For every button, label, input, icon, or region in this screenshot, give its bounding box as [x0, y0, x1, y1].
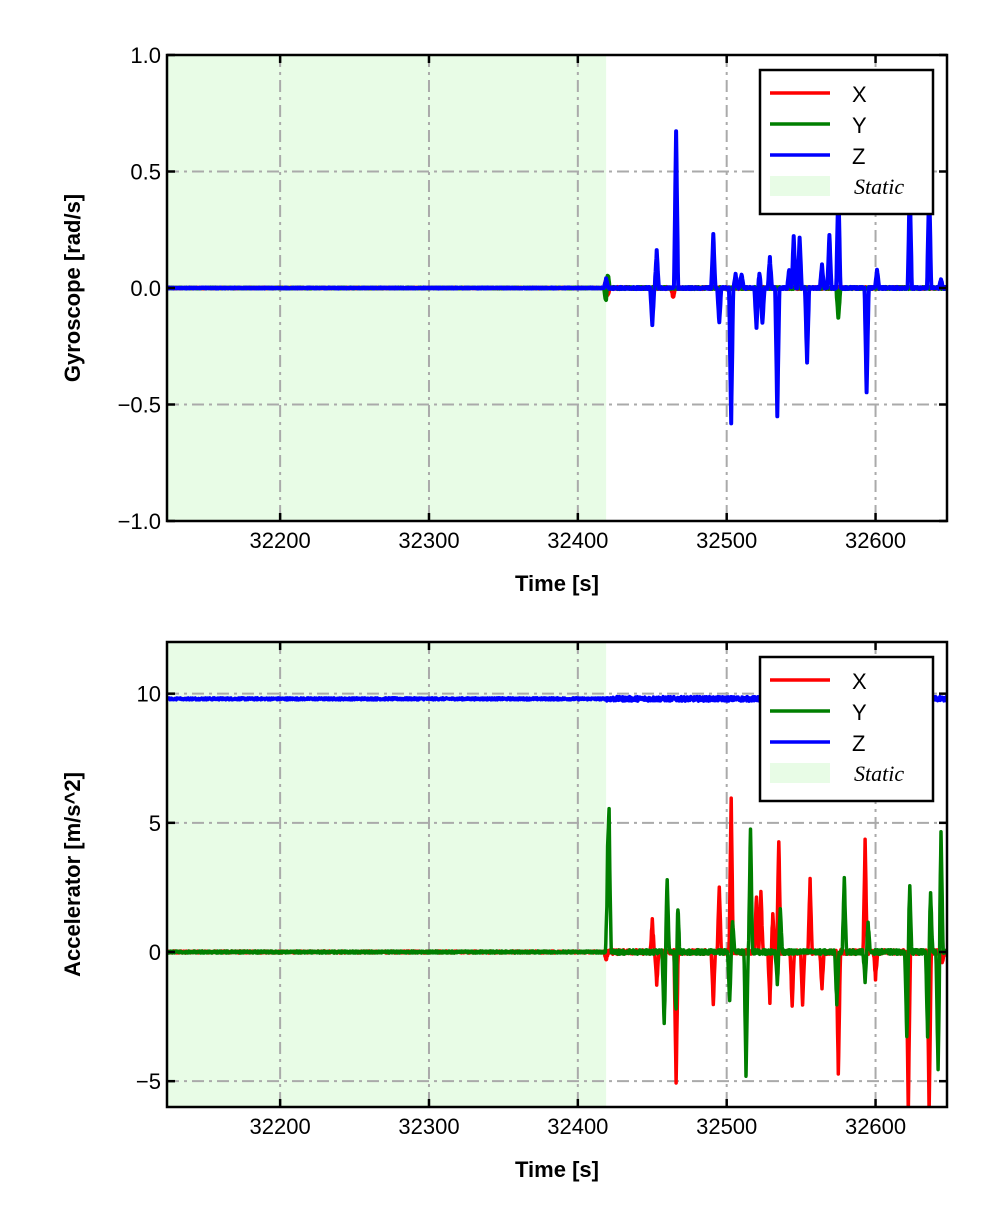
series-group [167, 129, 947, 426]
y-tick-label: 5 [149, 811, 161, 836]
legend-label-static: Static [854, 761, 904, 786]
legend-swatch-static [770, 763, 830, 783]
y-axis-label: Gyroscope [rad/s] [60, 194, 85, 382]
x-axis-label: Time [s] [515, 1157, 599, 1182]
y-tick-label: 0 [149, 940, 161, 965]
y-tick-label: −1.0 [118, 509, 161, 534]
y-tick-label: −5 [136, 1069, 161, 1094]
legend-label-y: Y [852, 113, 867, 138]
static-region [167, 642, 607, 1107]
legend: XYZ Static [758, 655, 935, 803]
series-line-z [167, 129, 947, 426]
x-tick-label: 32300 [398, 528, 459, 553]
y-tick-label: 0.0 [130, 276, 161, 301]
legend-label-z: Z [852, 731, 865, 756]
x-tick-label: 32600 [845, 528, 906, 553]
x-tick-label: 32200 [250, 1114, 311, 1139]
x-tick-label: 32300 [398, 1114, 459, 1139]
legend-label-y: Y [852, 700, 867, 725]
x-tick-label: 32600 [845, 1114, 906, 1139]
x-tick-label: 32500 [696, 1114, 757, 1139]
legend-label-z: Z [852, 144, 865, 169]
legend-label-x: X [852, 82, 867, 107]
legend-label-static: Static [854, 174, 904, 199]
axes-frame [165, 640, 949, 1109]
y-tick-label: 1.0 [130, 43, 161, 68]
legend-swatch-static [770, 176, 830, 196]
legend-label-x: X [852, 669, 867, 694]
y-axis-label: Accelerator [m/s^2] [60, 772, 85, 977]
legend: XYZ Static [758, 68, 935, 216]
x-tick-label: 32500 [696, 528, 757, 553]
accelerator-plot: 32200 32300 32400 32500 32600 10 5 0 −5 Time [s] A… [60, 640, 949, 1182]
series-line-y [167, 806, 947, 1078]
x-tick-label: 32400 [547, 1114, 608, 1139]
y-tick-label: 0.5 [130, 160, 161, 185]
y-tick-label: −0.5 [118, 393, 161, 418]
x-tick-label: 32200 [250, 528, 311, 553]
y-tick-label: 10 [137, 682, 161, 707]
x-tick-label: 32400 [547, 528, 608, 553]
x-axis-label: Time [s] [515, 571, 599, 596]
gyroscope-plot: 32200 32300 32400 32500 32600 1.0 0.5 0.0 −0.5 −1… [60, 43, 949, 596]
